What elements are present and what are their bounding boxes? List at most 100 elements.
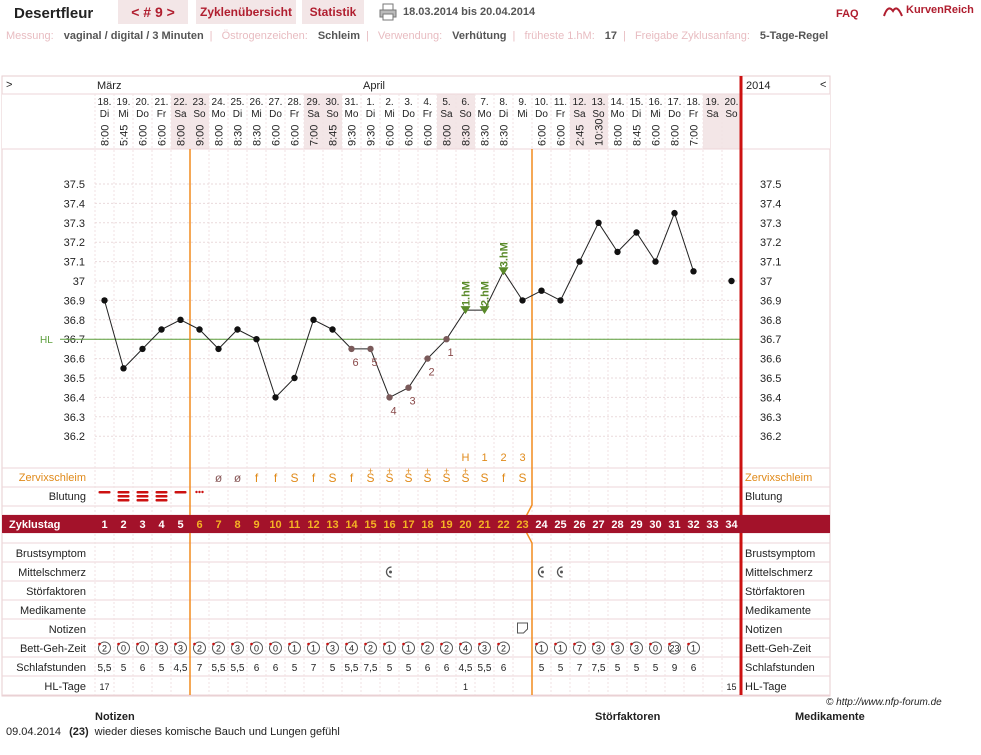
sleep-hours-value: 5 — [159, 663, 165, 674]
high-measurement-marker — [460, 306, 471, 315]
sleep-hours-value: 5 — [539, 663, 545, 674]
cycle-day-number: 19 — [440, 519, 452, 531]
weekday-label: Sa — [706, 109, 719, 120]
bedtime-clock-icon — [497, 641, 510, 655]
midpain-icon-dot — [541, 570, 544, 574]
bedtime-clock-icon — [174, 641, 187, 655]
cycle-navigator[interactable]: < # 9 > — [118, 0, 188, 24]
weekday-label: So — [193, 109, 206, 120]
date-label: 22. — [174, 97, 188, 108]
measure-time-label: 8:00 — [214, 125, 226, 146]
y-tick-label-left: 37 — [73, 276, 85, 288]
weekday-label: Do — [668, 109, 681, 120]
hl-days-row-label: HL-Tage — [745, 681, 787, 693]
sleep-hours-value: 9 — [672, 663, 678, 674]
bedtime-value: 2 — [102, 644, 107, 654]
bedtime-clock-mark — [288, 642, 291, 646]
temperature-point — [101, 297, 108, 304]
measure-time-label: 9:30 — [366, 125, 378, 146]
weekday-label: Fr — [689, 109, 699, 120]
weekday-label: Fr — [556, 109, 566, 120]
temperature-point — [728, 277, 735, 285]
sleep-hours-value: 7 — [577, 663, 583, 674]
bedtime-clock-icon — [307, 641, 320, 655]
y-tick-label-left: 36.7 — [64, 334, 85, 346]
bedtime-clock-icon — [440, 641, 453, 655]
mucus-count-label: 2 — [500, 452, 506, 464]
temperature-line-segment — [123, 348, 143, 369]
temperature-point — [158, 326, 165, 333]
mucus-symbol: f — [350, 471, 354, 485]
temperature-point — [652, 258, 659, 265]
temperature-line-segment — [389, 387, 409, 398]
temperature-line-segment — [142, 329, 162, 350]
sleep-hours-value: 6 — [140, 663, 146, 674]
cycle-day-number: 30 — [649, 519, 661, 531]
sleep-hours-value: 5,5 — [345, 663, 359, 674]
temperature-line-segment — [579, 222, 599, 262]
cycle-day-number: 20 — [459, 519, 471, 531]
measure-time-label: 9:30 — [347, 125, 359, 146]
weekday-label: Sa — [174, 109, 187, 120]
notes-header: Notizen — [95, 711, 135, 723]
y-tick-label-left: 36.9 — [64, 295, 85, 307]
tab-cycle-overview[interactable]: Zyklenübersicht — [196, 0, 296, 24]
measure-time-label: 7:00 — [309, 125, 321, 146]
mucus-symbol: S — [366, 471, 374, 485]
y-tick-label-right: 37.1 — [760, 257, 781, 269]
meta-label: Freigabe Zyklusanfang: — [634, 30, 750, 42]
measure-time-label: 8:30 — [252, 125, 264, 146]
weekend-cell — [304, 94, 323, 149]
measure-time-label: 8:30 — [499, 125, 511, 146]
measure-time-label: 8:30 — [461, 125, 473, 146]
y-tick-label-left: 37.5 — [64, 179, 85, 191]
measure-time-label: 5:45 — [119, 125, 131, 146]
notes-row-label: Notizen — [745, 624, 782, 636]
temperature-line-segment — [636, 232, 656, 262]
weekday-label: So — [725, 109, 738, 120]
bedtime-clock-mark — [402, 642, 405, 646]
bedtime-value: 2 — [216, 644, 221, 654]
y-tick-label-right: 36.7 — [760, 334, 781, 346]
bedtime-value: 2 — [197, 644, 202, 654]
weekday-label: Mo — [478, 109, 492, 120]
kurvenreich-logo-icon — [883, 7, 903, 17]
meta-value: 5-Tage-Regel — [759, 30, 829, 42]
weekday-label: Di — [233, 109, 242, 120]
faq-link[interactable]: FAQ — [836, 8, 859, 20]
bleeding-bar — [155, 499, 168, 502]
date-label: 20. — [725, 97, 739, 108]
cycle-day-number: 28 — [611, 519, 623, 531]
temperature-line-segment — [484, 271, 504, 311]
bedtime-clock-mark — [421, 642, 424, 646]
temperature-point — [120, 365, 127, 372]
sleep-hours-value: 5,5 — [478, 663, 492, 674]
midpain-icon — [385, 566, 392, 578]
low-count-label: 1 — [447, 347, 453, 359]
mucus-row-label: Zervixschleim — [745, 472, 812, 484]
mucus-plus-symbol: + — [444, 466, 449, 476]
bedtime-value: 4 — [349, 644, 354, 654]
cycle-day-number: 2 — [120, 519, 126, 531]
printer-icon[interactable] — [378, 3, 398, 21]
sleep-hours-value: 5 — [634, 663, 640, 674]
date-label: 26. — [250, 97, 264, 108]
temperature-point — [139, 345, 146, 353]
temperature-line-segment — [427, 338, 447, 359]
temperature-line-segment — [617, 232, 637, 253]
bedtime-value: 1 — [311, 644, 316, 654]
measure-time-label: 8:00 — [670, 125, 682, 146]
weekend-cell — [171, 94, 190, 149]
mucus-plus-symbol: + — [425, 466, 430, 476]
date-label: 30. — [326, 97, 340, 108]
date-label: 2. — [385, 97, 393, 108]
tab-statistics[interactable]: Statistik — [302, 0, 364, 24]
medication-header: Medikamente — [795, 711, 865, 723]
bedtime-row-label: Bett-Geh-Zeit — [20, 643, 86, 655]
bedtime-clock-icon — [98, 641, 111, 655]
cycle-day-number: 8 — [234, 519, 240, 531]
temperature-line-segment — [674, 212, 694, 272]
date-band — [2, 94, 830, 149]
bedtime-value: 23 — [669, 644, 679, 654]
y-tick-label-right: 37 — [760, 276, 772, 288]
